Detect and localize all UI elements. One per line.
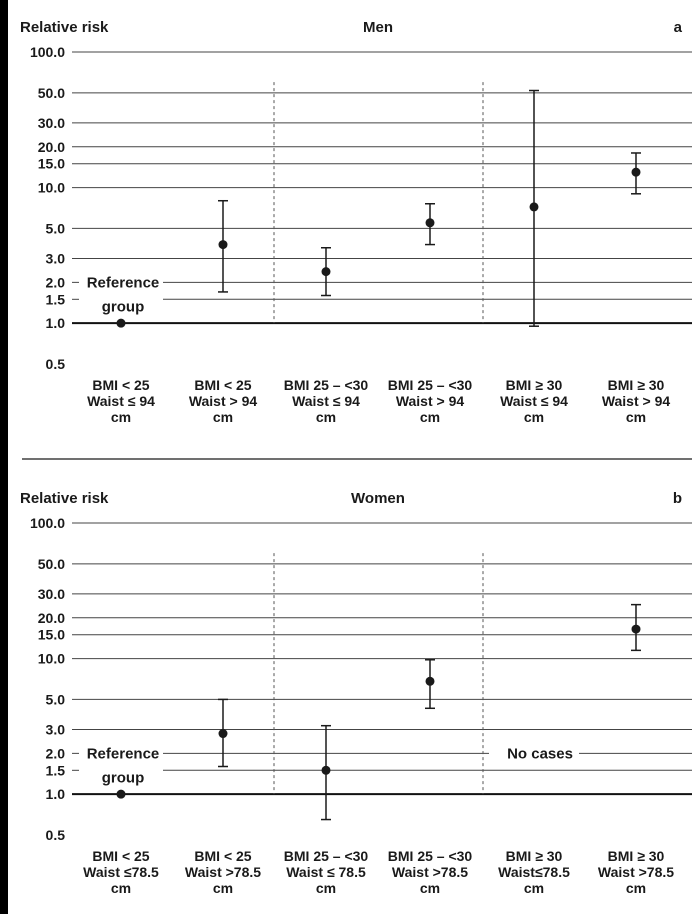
y-tick-label: 0.5 [46,827,66,843]
x-category-label: cm [213,409,233,425]
y-tick-label: 20.0 [38,139,65,155]
x-category-label: cm [316,880,336,896]
data-point [425,218,435,228]
x-category-label: Waist≤78.5 [498,864,570,880]
x-category-label: BMI 25 – <30 [284,848,369,864]
data-point [116,789,126,799]
y-tick-label: 3.0 [46,250,66,266]
x-category-label: cm [524,409,544,425]
y-tick-label: 20.0 [38,610,65,626]
data-point [529,202,539,212]
x-category-label: BMI 25 – <30 [388,848,473,864]
annotation-text: Reference [87,274,160,291]
y-tick-label: 1.0 [46,786,66,802]
data-point [631,624,641,634]
annotation-text: group [102,298,145,315]
x-category-label: Waist > 94 [396,393,465,409]
figure: Relative risk Men a 0.5 1.0 1.5 2.0 3.0 5.0 10.0 1… [8,0,700,914]
x-category-label: cm [420,409,440,425]
x-category-label: cm [626,880,646,896]
x-category-label: cm [316,409,336,425]
x-category-label: BMI 25 – <30 [284,377,369,393]
panel-label: a [674,19,683,36]
y-tick-label: 50.0 [38,85,65,101]
data-point [321,765,331,775]
y-tick-label: 0.5 [46,356,66,372]
y-axis-label: Relative risk [20,490,109,507]
x-category-label: cm [524,880,544,896]
y-tick-label: 100.0 [30,44,65,60]
x-category-label: cm [111,409,131,425]
x-category-label: Waist ≤ 94 [292,393,360,409]
panel-title: Men [363,19,393,36]
data-point [116,318,126,328]
data-point [321,267,331,277]
data-point [425,676,435,686]
y-tick-label: 15.0 [38,627,65,643]
x-category-label: Waist ≤ 94 [500,393,568,409]
x-category-label: Waist ≤78.5 [83,864,159,880]
data-point [218,240,228,250]
x-category-label: cm [111,880,131,896]
x-category-label: BMI < 25 [194,377,251,393]
y-axis-label: Relative risk [20,19,109,36]
y-tick-label: 50.0 [38,556,65,572]
y-tick-label: 1.5 [46,291,66,307]
annotation-text: Reference [87,745,160,762]
x-category-label: BMI 25 – <30 [388,377,473,393]
y-tick-label: 30.0 [38,115,65,131]
y-tick-label: 2.0 [46,745,66,761]
x-category-label: cm [213,880,233,896]
x-category-label: Waist ≤ 94 [87,393,155,409]
x-category-label: BMI < 25 [92,848,149,864]
annotation-text: group [102,769,145,786]
relative-risk-figure: Relative risk Men a0.51.01.52.03.05.010.01… [20,19,692,896]
data-point [218,729,228,739]
x-category-label: Waist >78.5 [598,864,674,880]
y-tick-label: 100.0 [30,515,65,531]
annotation-text: No cases [507,745,573,762]
x-category-label: Waist >78.5 [392,864,468,880]
x-category-label: BMI < 25 [194,848,251,864]
x-category-label: Waist ≤ 78.5 [286,864,366,880]
x-category-label: cm [626,409,646,425]
y-tick-label: 15.0 [38,156,65,172]
y-tick-label: 1.5 [46,762,66,778]
x-category-label: Waist > 94 [189,393,258,409]
x-category-label: cm [420,880,440,896]
panel-label: b [673,490,682,507]
y-tick-label: 5.0 [46,220,66,236]
x-category-label: BMI ≥ 30 [608,377,665,393]
y-tick-label: 3.0 [46,721,66,737]
x-category-label: BMI ≥ 30 [506,848,563,864]
y-tick-label: 5.0 [46,691,66,707]
panel-title: Women [351,490,405,507]
x-category-label: Waist >78.5 [185,864,261,880]
y-tick-label: 2.0 [46,274,66,290]
x-category-label: BMI ≥ 30 [608,848,665,864]
y-tick-label: 1.0 [46,315,66,331]
x-category-label: Waist > 94 [602,393,671,409]
y-tick-label: 10.0 [38,651,65,667]
data-point [631,167,641,177]
x-category-label: BMI < 25 [92,377,149,393]
y-tick-label: 30.0 [38,586,65,602]
y-tick-label: 10.0 [38,180,65,196]
x-category-label: BMI ≥ 30 [506,377,563,393]
